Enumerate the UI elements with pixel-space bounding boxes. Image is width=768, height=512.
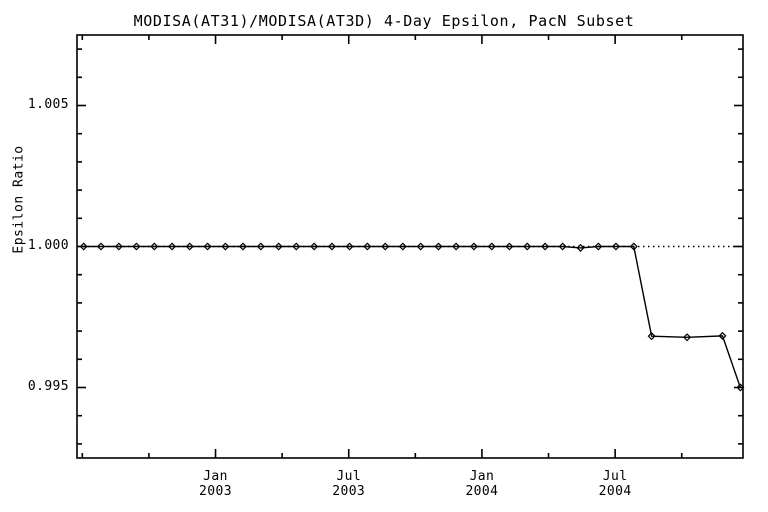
y-tick-label: 0.995 bbox=[27, 378, 69, 394]
x-tick-year: 2004 bbox=[465, 484, 499, 499]
x-tick-month: Jul bbox=[336, 469, 362, 484]
y-tick-label: 1.000 bbox=[27, 237, 69, 253]
x-tick-month: Jan bbox=[203, 469, 228, 484]
x-tick-month: Jan bbox=[469, 469, 495, 484]
x-tick-label: Jan 2003 bbox=[156, 469, 276, 499]
y-tick-label: 1.005 bbox=[27, 96, 69, 112]
x-tick-label: Jul 2004 bbox=[555, 469, 675, 499]
x-tick-year: 2004 bbox=[598, 484, 632, 499]
chart-title: MODISA(AT31)/MODISA(AT3D) 4-Day Epsilon,… bbox=[133, 12, 635, 30]
x-tick-month: Jul bbox=[602, 469, 628, 484]
data-markers bbox=[79, 242, 745, 392]
x-tick-label: Jul 2003 bbox=[289, 469, 409, 499]
x-tick-year: 2003 bbox=[199, 484, 232, 499]
data-line bbox=[83, 245, 742, 388]
x-tick-label: Jan 2004 bbox=[422, 469, 542, 499]
x-tick-year: 2003 bbox=[332, 484, 366, 499]
